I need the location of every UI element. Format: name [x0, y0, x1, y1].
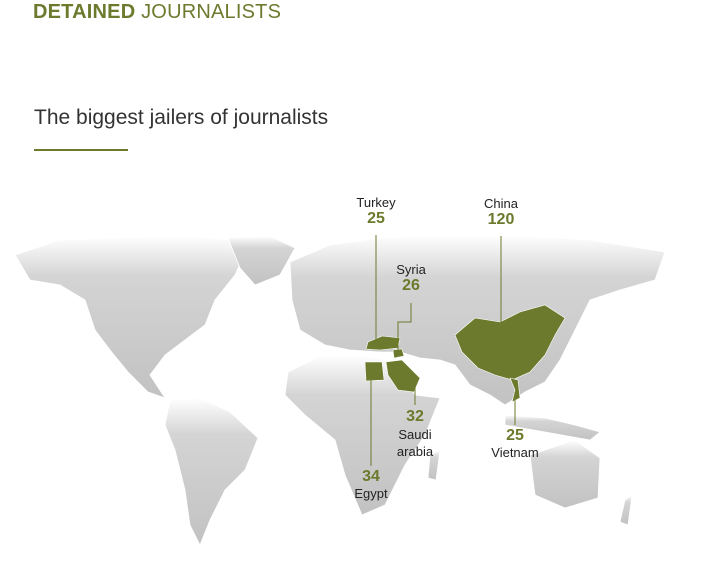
country-name: Turkey — [356, 195, 396, 210]
country-label: Syria 26 — [396, 262, 426, 295]
country-label: China 120 — [484, 196, 518, 229]
subtitle: The biggest jailers of journalists — [34, 106, 329, 129]
country-name: Egypt — [354, 486, 388, 501]
country-value: 120 — [487, 211, 515, 228]
china-shape — [454, 304, 566, 381]
country-label: Turkey 25 — [356, 195, 395, 228]
leader-line — [397, 303, 412, 352]
north-america — [14, 235, 251, 399]
saudi-arabia-shape — [385, 359, 421, 393]
title-rule — [34, 149, 128, 151]
africa — [284, 354, 441, 516]
greenland — [227, 235, 296, 286]
country-name: Saudi arabia — [396, 427, 434, 459]
country-label: 32 Saudi arabia — [393, 408, 437, 460]
country-value: 34 — [362, 468, 380, 485]
title-rest: JOURNALISTS — [141, 1, 282, 23]
country-name: Vietnam — [491, 445, 539, 460]
egypt-shape — [364, 361, 385, 382]
title-bold: DETAINED — [33, 1, 136, 23]
country-label: 34 Egypt — [354, 468, 387, 501]
new-zealand — [619, 494, 633, 526]
australia — [529, 439, 601, 509]
leader-lines — [370, 235, 516, 466]
country-name: Syria — [396, 262, 426, 277]
country-name: China — [484, 196, 518, 211]
south-america — [164, 397, 259, 546]
indonesia — [504, 414, 601, 441]
country-label: 25 Vietnam — [491, 427, 538, 460]
country-value: 32 — [406, 408, 424, 425]
continents — [14, 234, 666, 546]
syria-shape — [392, 348, 405, 359]
page-title: DETAINED JOURNALISTS — [33, 1, 281, 24]
madagascar — [427, 449, 441, 481]
vietnam-shape — [509, 377, 521, 403]
country-value: 25 — [367, 210, 385, 227]
country-value: 25 — [506, 427, 524, 444]
highlighted-countries — [364, 304, 566, 403]
country-value: 26 — [402, 277, 420, 294]
